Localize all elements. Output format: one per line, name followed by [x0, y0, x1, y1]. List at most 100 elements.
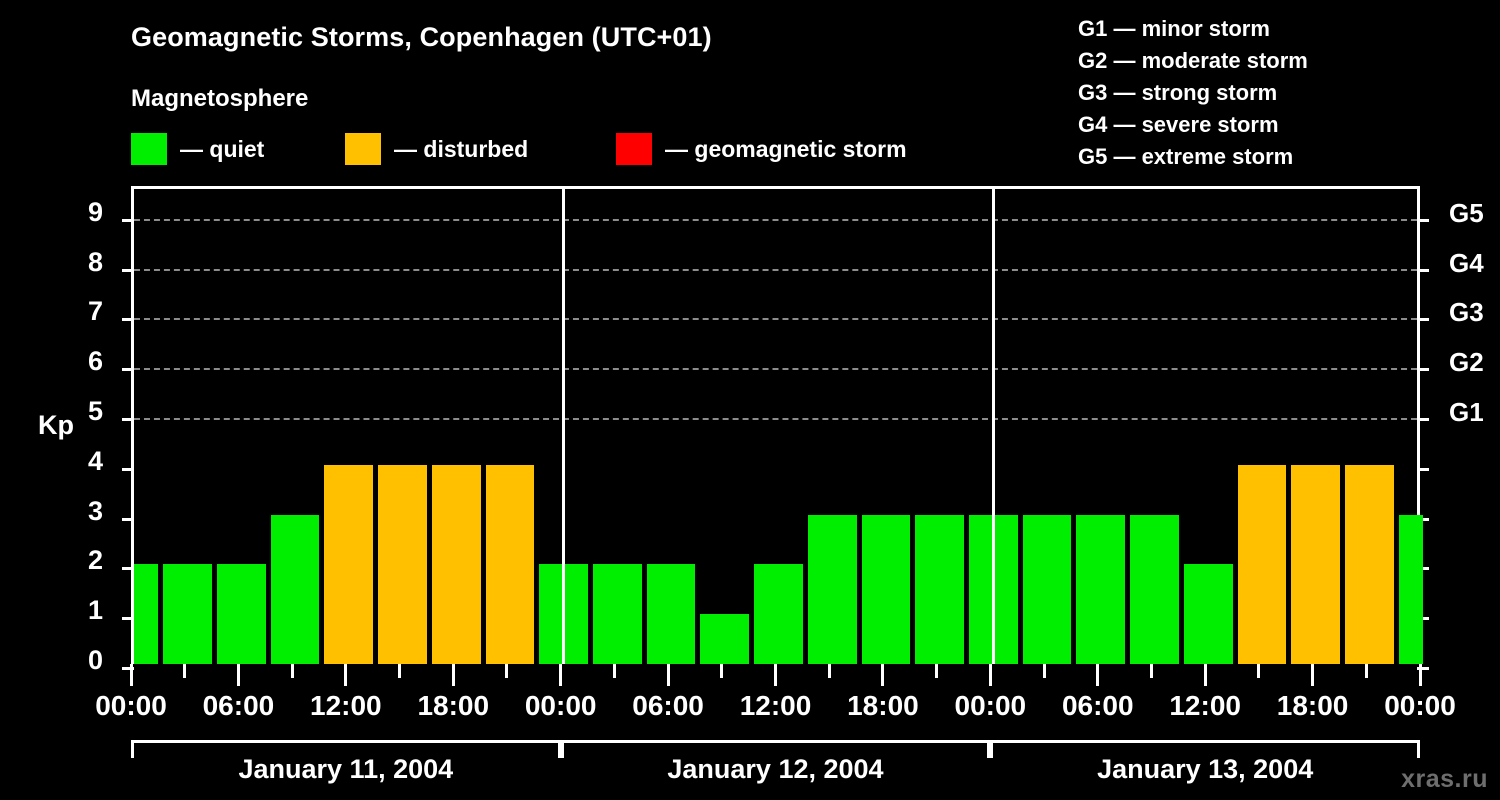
legend-item-1: — disturbed: [345, 133, 528, 165]
day-separator-1: [562, 189, 566, 664]
y-tick-7: [122, 318, 134, 322]
x-tick-label-10: 12:00: [1169, 690, 1241, 721]
y-axis-title: Kp: [38, 410, 74, 440]
y-tick-label-9: 9: [87, 196, 103, 227]
day-bracket-cap-right: [557, 740, 561, 758]
day-bracket-cap-right: [1416, 740, 1420, 758]
watermark: xras.ru: [1401, 765, 1488, 793]
bar-24: [1398, 514, 1423, 664]
bar-15: [915, 514, 964, 664]
x-tick-17: [1042, 664, 1046, 678]
bar-21: [1237, 464, 1287, 664]
plot-area: [122, 186, 1429, 670]
bar-23: [1344, 464, 1394, 664]
bar-12: [754, 564, 803, 664]
x-tick-2: [236, 664, 240, 686]
day-label-2: January 12, 2004: [667, 754, 884, 784]
bar-2: [217, 564, 266, 664]
storm-scale-legend: G1 — minor storm G2 — moderate storm G3 — …: [1078, 13, 1308, 173]
day-bracket-cap-left: [560, 740, 564, 758]
x-tick-label-5: 06:00: [632, 690, 704, 721]
bar-3: [270, 514, 320, 664]
day-bracket-line: [131, 740, 561, 743]
chart-subtitle: Magnetosphere: [131, 85, 309, 112]
bar-19: [1130, 514, 1179, 664]
day-bracket-cap-left: [990, 740, 994, 758]
x-tick-3: [290, 664, 294, 678]
storm-scale-row-5: G5 — extreme storm: [1078, 144, 1294, 169]
y-tick-1: [122, 617, 134, 621]
x-tick-23: [1364, 664, 1368, 678]
x-tick-16: [988, 664, 992, 686]
right-axis-label-g5: G5: [1449, 197, 1484, 228]
bar-13: [807, 514, 857, 664]
x-tick-label-4: 00:00: [524, 690, 597, 721]
storm-scale-row-3: G3 — strong storm: [1078, 80, 1278, 105]
y-tick-6: [122, 368, 134, 372]
x-tick-8: [559, 664, 563, 686]
y-tick-right-7: [1417, 318, 1429, 322]
storm-scale-row-2: G2 — moderate storm: [1078, 48, 1308, 73]
x-tick-10: [666, 664, 670, 686]
x-tick-label-11: 18:00: [1276, 690, 1349, 721]
y-tick-right-0: [1417, 667, 1429, 670]
y-tick-right-1: [1417, 617, 1429, 621]
bar-14: [861, 514, 911, 664]
x-tick-4: [344, 664, 348, 686]
right-axis-label-g1: G1: [1449, 397, 1484, 428]
y-tick-9: [122, 218, 134, 222]
y-tick-right-6: [1417, 368, 1429, 372]
x-tick-label-2: 12:00: [310, 690, 382, 721]
y-tick-8: [122, 268, 134, 272]
x-tick-20: [1203, 664, 1207, 686]
x-tick-label-7: 18:00: [847, 690, 919, 721]
legend-item-0: — quiet: [131, 133, 264, 165]
y-tick-2: [122, 567, 134, 571]
bar-7: [485, 464, 535, 664]
gridline-kp-8: [134, 268, 1417, 271]
y-tick-0: [122, 667, 134, 670]
y-tick-3: [122, 517, 134, 521]
y-tick-label-0: 0: [87, 645, 103, 675]
bar-5: [378, 464, 427, 664]
right-axis-label-g3: G3: [1449, 297, 1484, 328]
y-tick-label-8: 8: [87, 246, 103, 277]
bar-6: [431, 464, 481, 664]
day-separator-2: [991, 189, 995, 664]
day-label-1: January 11, 2004: [238, 754, 454, 784]
x-tick-21: [1257, 664, 1261, 678]
day-bracket-3: [990, 740, 1420, 758]
orange-swatch: [345, 133, 381, 165]
green-swatch: [131, 133, 167, 165]
day-bracket-cap-right: [987, 740, 991, 758]
y-tick-label-3: 3: [87, 495, 103, 526]
bar-20: [1183, 564, 1233, 664]
x-axis: [129, 664, 1422, 686]
legend-item-2: — geomagnetic storm: [616, 133, 907, 165]
y-tick-4: [122, 467, 134, 471]
gridline-kp-9: [134, 218, 1417, 221]
bar-18: [1076, 514, 1126, 664]
gridline-kp-7: [134, 318, 1417, 321]
gridline-kp-5: [134, 418, 1417, 421]
day-bracket-2: [560, 740, 991, 758]
bar-10: [646, 564, 696, 664]
x-tick-1: [183, 664, 187, 678]
y-tick-label-5: 5: [87, 396, 103, 427]
x-tick-label-12: 00:00: [1384, 690, 1456, 721]
red-swatch: [616, 133, 652, 165]
legend-item-label: — geomagnetic storm: [665, 135, 907, 162]
x-tick-label-1: 06:00: [202, 690, 275, 721]
bar-0: [134, 564, 159, 664]
x-tick-18: [1096, 664, 1100, 686]
day-bracket-cap-left: [131, 740, 134, 758]
x-tick-24: [1418, 664, 1422, 686]
x-tick-6: [451, 664, 455, 686]
gridline-kp-6: [134, 368, 1417, 371]
y-tick-label-1: 1: [87, 595, 103, 626]
bar-4: [324, 464, 374, 664]
y-tick-right-5: [1417, 418, 1429, 422]
x-tick-5: [398, 664, 402, 678]
x-tick-12: [774, 664, 777, 686]
x-tick-label-6: 12:00: [739, 690, 812, 721]
